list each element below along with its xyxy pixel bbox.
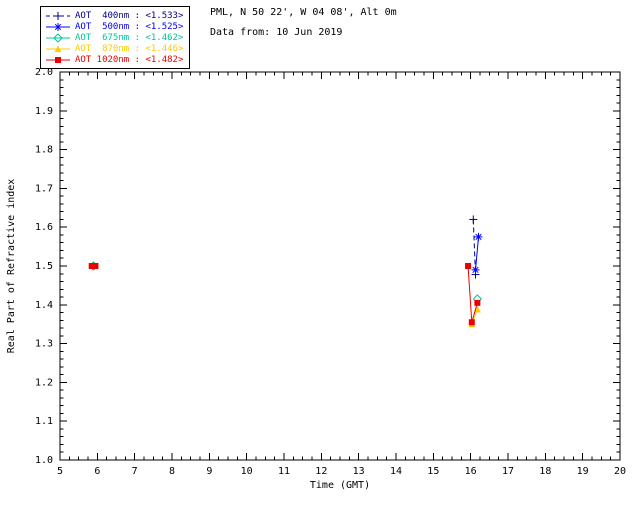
y-tick-label: 1.3 — [35, 339, 53, 350]
marker-asterisk — [475, 233, 482, 241]
station-line: PML, N 50 22', W 04 08', Alt 0m — [210, 7, 397, 18]
legend-box: AOT 400nm : <1.533> AOT 500nm : <1.525> AO… — [40, 6, 191, 69]
x-tick-label: 9 — [206, 466, 212, 477]
x-tick-label: 20 — [614, 466, 626, 477]
x-axis-title: Time (GMT) — [310, 480, 370, 491]
legend-item: AOT 1020nm : <1.482> — [45, 54, 183, 65]
x-tick-label: 7 — [132, 466, 138, 477]
marker-asterisk — [472, 266, 479, 274]
y-tick-label: 1.8 — [35, 145, 53, 156]
legend-sample — [46, 56, 70, 63]
y-tick-label: 1.9 — [35, 106, 53, 117]
marker-diamond — [53, 32, 63, 43]
series-aot-870nm — [90, 262, 481, 328]
x-tick-label: 5 — [57, 466, 63, 477]
x-tick-label: 19 — [577, 466, 589, 477]
series-aot-400nm — [88, 215, 480, 279]
series-aot-1020nm — [88, 263, 481, 326]
legend-label: AOT 1020nm : <1.482> — [75, 54, 184, 65]
legend-item: AOT 500nm : <1.525> — [45, 21, 183, 32]
legend-sample — [46, 45, 70, 52]
y-tick-label: 1.1 — [35, 416, 53, 427]
marker-square — [465, 263, 472, 269]
legend-sample — [46, 22, 70, 31]
marker-asterisk — [54, 23, 62, 30]
axes: 5 6 7 8 9 10 11 12 13 14 15 16 17 18 19 20 1.0 1.1 1.2 1.3 1… — [35, 67, 626, 477]
x-tick-label: 18 — [539, 466, 551, 477]
x-tick-label: 17 — [502, 466, 514, 477]
y-axis-title: Real Part of Refractive index — [6, 179, 17, 354]
marker-square — [474, 299, 481, 306]
y-tick-label: 1.4 — [35, 300, 53, 311]
marker-square — [92, 263, 99, 269]
series-line — [472, 219, 477, 275]
y-tick-label: 1.7 — [35, 183, 53, 194]
plot-border — [59, 71, 621, 461]
x-tick-label: 10 — [241, 466, 253, 477]
x-tick-label: 15 — [427, 466, 439, 477]
x-tick-label: 6 — [94, 466, 100, 477]
legend-label: AOT 400nm : <1.533> — [75, 10, 184, 21]
legend-item: AOT 400nm : <1.533> — [45, 10, 183, 21]
legend-sample — [46, 32, 70, 43]
x-tick-label: 11 — [278, 466, 290, 477]
x-tick-label: 16 — [465, 466, 477, 477]
legend-label: AOT 675nm : <1.462> — [75, 32, 184, 43]
x-tick-label: 8 — [169, 466, 175, 477]
legend-label: AOT 500nm : <1.525> — [75, 21, 184, 32]
legend-item: AOT 870nm : <1.446> — [45, 43, 183, 54]
station-info: PML, N 50 22', W 04 08', Alt 0m Data fro… — [210, 7, 397, 38]
y-tick-label: 1.2 — [35, 377, 53, 388]
legend-label: AOT 870nm : <1.446> — [75, 43, 184, 54]
x-tick-label: 14 — [390, 466, 402, 477]
legend-item: AOT 675nm : <1.462> — [45, 32, 183, 43]
y-tick-label: 1.6 — [35, 222, 53, 233]
marker-triangle — [473, 305, 481, 313]
marker-square — [55, 56, 61, 63]
x-tick-label: 12 — [315, 466, 327, 477]
legend-sample — [46, 11, 70, 20]
y-tick-label: 1.5 — [35, 261, 53, 272]
date-line: Data from: 10 Jun 2019 — [210, 27, 343, 38]
marker-square — [468, 319, 475, 326]
series-aot-675nm — [88, 261, 483, 304]
y-tick-label: 2.0 — [35, 67, 53, 78]
x-tick-label: 13 — [353, 466, 365, 477]
series-line — [475, 236, 480, 270]
series-aot-500nm — [89, 232, 483, 274]
marker-triangle — [54, 45, 62, 52]
y-tick-label: 1.0 — [35, 455, 53, 466]
